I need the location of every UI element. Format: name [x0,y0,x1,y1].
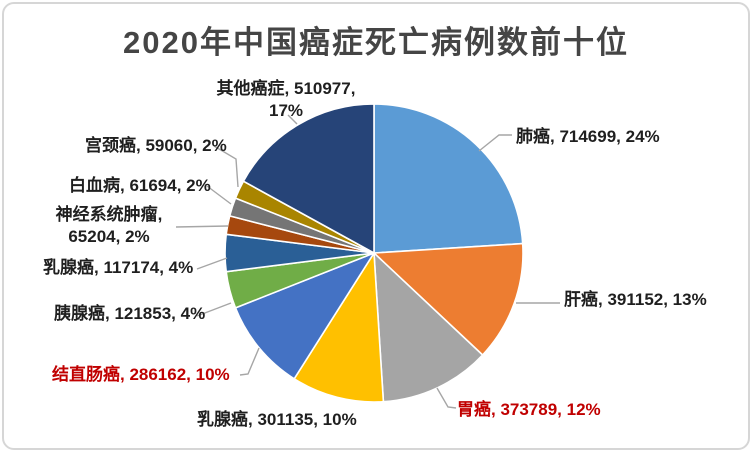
label-colorectal: 结直肠癌, 286162, 10% [52,364,230,386]
label-cervical: 宫颈癌, 59060, 2% [85,135,227,157]
leader-line-cervical [213,145,239,188]
label-line: 宫颈癌, 59060, 2% [85,136,227,155]
leader-line-pancreatic [196,302,232,317]
pie-slice-colorectal [234,252,375,380]
pie-slice-lung [373,103,524,254]
label-breast-b: 乳腺癌, 117174, 4% [43,257,193,279]
leader-line-other [287,114,298,125]
leader-line-nervous-system [175,225,229,228]
label-breast-a: 乳腺癌, 301135, 10% [197,409,357,431]
label-lung: 肺癌, 714699, 24% [516,126,660,148]
leader-line-lung [478,134,512,152]
label-line: 其他癌症, 510977, [216,79,356,98]
pie-slice-liver [373,242,524,356]
label-line: 白血病, 61694, 2% [69,176,211,195]
pie-slice-breast-a [293,252,385,403]
label-line: 65204, 2% [68,227,150,246]
label-other: 其他癌症, 510977, 17% [188,78,384,122]
leader-line-breast-b [196,257,228,270]
pie-slice-other [242,103,375,254]
label-line: 肝癌, 391152, 13% [564,290,707,309]
label-line: 胃癌, 373789, 12% [457,400,601,419]
label-line: 胰腺癌, 121853, 4% [54,304,206,323]
label-pancreatic: 胰腺癌, 121853, 4% [54,303,205,325]
label-line: 乳腺癌, 301135, 10% [197,410,357,429]
leader-line-stomach [436,387,457,409]
label-line: 神经系统肿瘤, [55,205,163,224]
label-line: 17% [268,101,304,120]
label-nervous-system: 神经系统肿瘤, 65204, 2% [38,204,180,248]
leader-line-leukemia [206,185,232,205]
label-stomach: 胃癌, 373789, 12% [457,399,601,421]
label-line: 乳腺癌, 117174, 4% [43,258,194,277]
label-line: 结直肠癌, 286162, 10% [52,365,230,384]
label-liver: 肝癌, 391152, 13% [564,289,707,311]
label-line: 肺癌, 714699, 24% [516,127,660,146]
label-leukemia: 白血病, 61694, 2% [69,175,211,197]
leader-line-colorectal [239,347,260,376]
chart-title: 2020年中国癌症死亡病例数前十位 [123,25,629,60]
